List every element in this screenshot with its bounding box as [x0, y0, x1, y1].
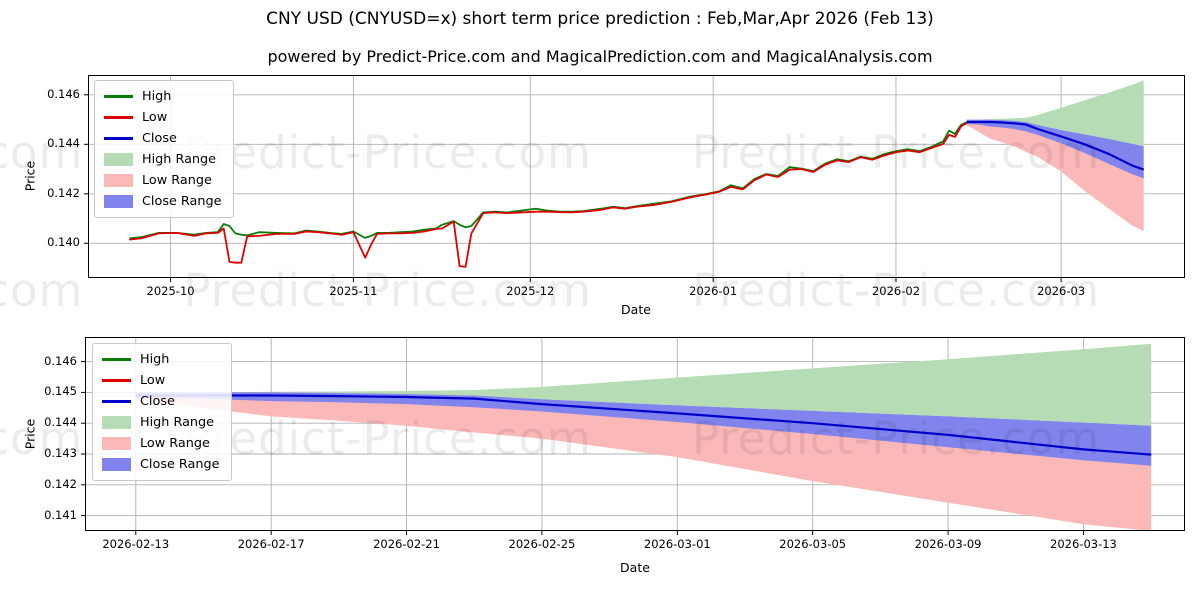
legend-swatch-line — [102, 358, 131, 361]
legend-swatch-patch — [102, 416, 131, 429]
y-tick-label: 0.142 — [47, 185, 80, 200]
y-tick-label: 0.144 — [47, 136, 80, 151]
x-tick-label: 2026-03 — [1037, 284, 1086, 298]
low-line — [129, 122, 968, 268]
legend-swatch-line — [104, 116, 133, 119]
legend-label: Close Range — [140, 457, 220, 472]
legend-0: High Low Close High Range Low Range Close Ran… — [94, 80, 234, 218]
y-tick-label: 0.146 — [44, 353, 77, 368]
x-axis-label-bottom: Date — [620, 560, 650, 575]
chart-plot-0 — [84, 75, 1185, 282]
x-tick-label: 2026-03-05 — [779, 537, 847, 551]
x-tick-label: 2026-03-09 — [914, 537, 982, 551]
x-tick-label: 2026-02-17 — [237, 537, 305, 551]
legend-1: High Low Close High Range Low Range Close Ran… — [92, 343, 232, 481]
legend-label: Low Range — [142, 173, 212, 188]
low-range-band — [966, 122, 1144, 231]
close-range-band — [966, 119, 1144, 179]
x-tick-label: 2025-11 — [329, 284, 378, 298]
x-tick-label: 2026-02-25 — [508, 537, 576, 551]
legend-label: Low Range — [140, 436, 210, 451]
legend-item-high-range: High Range — [104, 151, 222, 168]
legend-swatch-patch — [104, 153, 133, 166]
legend-item-low-range: Low Range — [102, 435, 220, 452]
y-tick-label: 0.146 — [47, 86, 80, 101]
watermark-text: Predict-Price.com — [0, 126, 84, 178]
legend-swatch-line — [102, 400, 131, 403]
x-tick-label: 2026-02-21 — [373, 537, 440, 551]
high-range-band — [135, 343, 1152, 426]
legend-item-close: Close — [102, 393, 220, 410]
gridlines — [88, 75, 1185, 278]
legend-label: High — [140, 352, 170, 367]
x-tick-label: 2026-03-01 — [643, 537, 711, 551]
x-axis-label-top: Date — [621, 302, 651, 317]
legend-label: Close — [140, 394, 175, 409]
y-tick-label: 0.142 — [44, 476, 77, 491]
y-tick-label: 0.141 — [44, 507, 77, 522]
legend-label: Low — [142, 110, 168, 125]
low-range-band — [135, 395, 1152, 531]
close-line — [966, 120, 1145, 171]
page-subtitle: powered by Predict-Price.com and Magical… — [267, 47, 933, 66]
y-tick-label: 0.143 — [44, 446, 77, 461]
legend-swatch-line — [102, 379, 131, 382]
x-tick-label: 2025-10 — [146, 284, 195, 298]
legend-label: High Range — [142, 152, 217, 167]
plot-border — [85, 337, 1185, 531]
legend-item-high: High — [102, 351, 220, 368]
high-line — [129, 121, 968, 240]
x-tick-label: 2025-12 — [506, 284, 555, 298]
x-tick-label: 2026-03-13 — [1050, 537, 1117, 551]
plot-border — [88, 75, 1185, 278]
x-tick-label: 2026-02 — [871, 284, 921, 298]
legend-item-close-range: Close Range — [104, 193, 222, 210]
legend-item-close-range: Close Range — [102, 456, 220, 473]
legend-item-high: High — [104, 88, 222, 105]
legend-item-low-range: Low Range — [104, 172, 222, 189]
legend-swatch-patch — [104, 174, 133, 187]
chart-plot-1 — [81, 337, 1185, 535]
legend-item-low: Low — [104, 109, 222, 126]
legend-swatch-patch — [102, 437, 131, 450]
close-line — [135, 394, 1152, 456]
y-tick-label: 0.140 — [47, 235, 80, 250]
x-tick-label: 2026-02-13 — [102, 537, 170, 551]
high-range-band — [966, 80, 1144, 147]
legend-swatch-patch — [104, 195, 133, 208]
legend-swatch-line — [104, 137, 133, 140]
legend-label: High Range — [140, 415, 215, 430]
legend-item-close: Close — [104, 130, 222, 147]
y-tick-label: 0.144 — [44, 415, 77, 430]
legend-swatch-patch — [102, 458, 131, 471]
x-tick-label: 2026-01 — [689, 284, 738, 298]
legend-item-low: Low — [102, 372, 220, 389]
close-range-band — [135, 392, 1152, 466]
legend-item-high-range: High Range — [102, 414, 220, 431]
watermark-text: Predict-Price.com — [0, 264, 84, 316]
y-tick-label: 0.145 — [44, 384, 77, 399]
legend-label: Low — [140, 373, 166, 388]
page-title: CNY USD (CNYUSD=x) short term price pred… — [266, 9, 934, 29]
legend-swatch-line — [104, 95, 133, 98]
legend-label: High — [142, 89, 172, 104]
legend-label: Close Range — [142, 194, 222, 209]
legend-label: Close — [142, 131, 177, 146]
